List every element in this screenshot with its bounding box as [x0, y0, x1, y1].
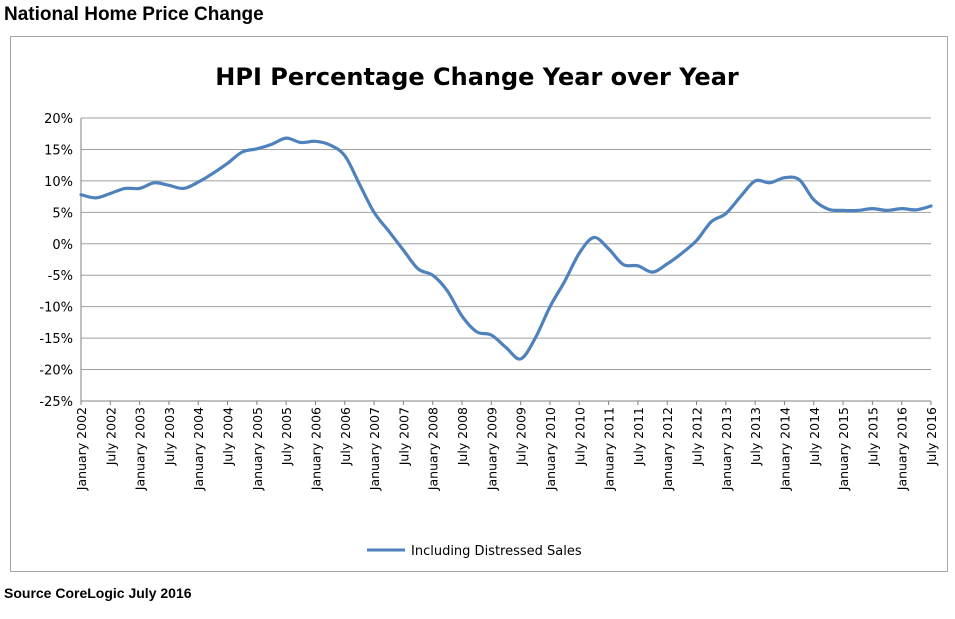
y-tick-label: 5%	[52, 206, 73, 221]
series-line-including-distressed-sales	[79, 136, 933, 361]
x-tick-label: January 2014	[777, 407, 792, 491]
x-tick-label: January 2010	[543, 407, 558, 491]
y-tick-label: 15%	[44, 143, 73, 158]
chart-frame: HPI Percentage Change Year over Year 20%…	[10, 36, 948, 572]
y-axis-ticks: 20% 15% 10% 5% 0% -5% -10% -15% -20% -25%	[39, 112, 73, 410]
x-tick-label: January 2007	[367, 407, 382, 491]
x-tick-label: January 2008	[426, 407, 441, 491]
x-tick-label: July 2003	[162, 407, 177, 466]
x-tick-label: January 2015	[836, 407, 851, 491]
y-tick-label: -10%	[39, 301, 73, 316]
x-tick-label: July 2011	[631, 407, 646, 466]
y-tick-label: -25%	[39, 395, 73, 410]
x-tick-label: July 2010	[572, 407, 587, 466]
x-tick-label: January 2013	[719, 407, 734, 491]
x-tick-label: January 2006	[308, 407, 323, 491]
x-tick-label: July 2008	[455, 407, 470, 466]
x-tick-label: July 2004	[221, 407, 236, 466]
x-tick-label: July 2006	[338, 407, 353, 466]
x-tick-label: July 2013	[748, 407, 763, 466]
x-tick-label: July 2005	[279, 407, 294, 466]
y-tick-label: 20%	[44, 112, 73, 127]
legend-label: Including Distressed Sales	[411, 544, 582, 559]
gridlines	[81, 117, 931, 402]
chart-title: HPI Percentage Change Year over Year	[215, 63, 739, 91]
source-note: Source CoreLogic July 2016	[4, 585, 192, 601]
x-tick-label: July 2007	[396, 407, 411, 466]
legend: Including Distressed Sales	[367, 544, 582, 559]
series-layer	[79, 136, 933, 361]
x-tick-label: July 2015	[865, 407, 880, 466]
y-tick-label: -20%	[39, 364, 73, 379]
x-tick-label: January 2016	[895, 407, 910, 491]
x-tick-label: January 2005	[250, 407, 265, 491]
axes	[80, 118, 931, 402]
x-tick-label: January 2004	[191, 407, 206, 491]
y-tick-label: 10%	[44, 175, 73, 190]
x-tick-label: January 2002	[74, 407, 89, 491]
x-axis-ticks: January 2002 July 2002 January 2003 July 20…	[74, 401, 939, 491]
hpi-line-chart: HPI Percentage Change Year over Year 20%…	[39, 63, 939, 559]
x-tick-label: January 2009	[484, 407, 499, 491]
x-tick-label: July 2016	[924, 407, 939, 466]
x-tick-label: January 2003	[133, 407, 148, 491]
x-tick-label: July 2002	[103, 407, 118, 466]
y-tick-label: -5%	[48, 269, 73, 284]
x-tick-label: July 2009	[514, 407, 529, 466]
x-tick-label: July 2014	[807, 407, 822, 466]
x-tick-label: July 2012	[690, 407, 705, 466]
page-heading: National Home Price Change	[4, 4, 264, 25]
y-tick-label: 0%	[52, 238, 73, 253]
x-tick-label: January 2011	[602, 407, 617, 491]
x-tick-label: January 2012	[660, 407, 675, 491]
y-tick-label: -15%	[39, 332, 73, 347]
